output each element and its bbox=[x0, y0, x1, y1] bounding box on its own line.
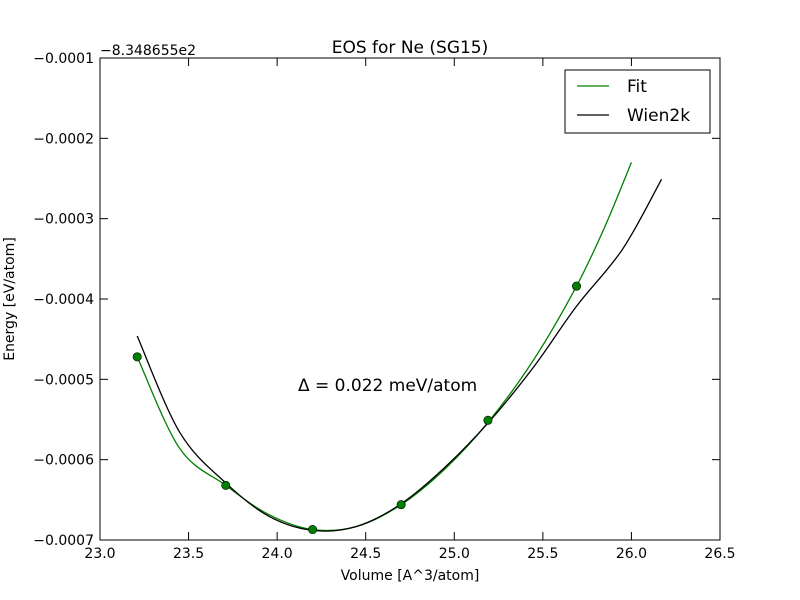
y-tick-label: −0.0007 bbox=[33, 533, 94, 549]
y-tick-label: −0.0006 bbox=[33, 453, 94, 469]
y-tick-label: −0.0004 bbox=[33, 292, 94, 308]
data-point bbox=[221, 480, 231, 490]
legend-box bbox=[564, 69, 711, 134]
x-tick-label: 23.0 bbox=[84, 546, 115, 562]
tick-layer: 23.0 23.5 24.0 24.5 25.0 25.5 26.0 26.5 −0.0001 −… bbox=[33, 51, 735, 562]
y-tick-label: −0.0005 bbox=[33, 372, 94, 388]
x-tick-label: 24.0 bbox=[262, 546, 293, 562]
delta-annotation: Δ = 0.022 meV/atom bbox=[298, 376, 477, 396]
y-tick-label: −0.0001 bbox=[33, 51, 94, 67]
chart-title: EOS for Ne (SG15) bbox=[332, 38, 489, 58]
x-tick-label: 26.5 bbox=[704, 546, 735, 562]
data-point bbox=[396, 500, 406, 510]
y-offset-label: −8.348655e2 bbox=[100, 43, 196, 59]
x-tick-label: 25.0 bbox=[439, 546, 470, 562]
data-point bbox=[572, 281, 582, 291]
legend-label-fit: Fit bbox=[627, 77, 647, 97]
data-point bbox=[483, 415, 493, 425]
x-tick-label: 24.5 bbox=[350, 546, 381, 562]
plot-area bbox=[100, 58, 720, 540]
x-axis-label: Volume [A^3/atom] bbox=[341, 568, 480, 584]
y-tick-label: −0.0003 bbox=[33, 212, 94, 228]
y-tick-label: −0.0002 bbox=[33, 131, 94, 147]
legend: Fit Wien2k bbox=[564, 69, 711, 134]
x-tick-label: 25.5 bbox=[527, 546, 558, 562]
x-tick-label: 23.5 bbox=[173, 546, 204, 562]
y-axis-label: Energy [eV/atom] bbox=[2, 237, 18, 361]
data-point bbox=[132, 352, 142, 362]
data-point bbox=[308, 525, 318, 535]
legend-label-wien2k: Wien2k bbox=[627, 106, 690, 126]
marker-layer bbox=[132, 281, 582, 535]
plot-frame bbox=[99, 57, 721, 541]
x-tick-label: 26.0 bbox=[616, 546, 647, 562]
